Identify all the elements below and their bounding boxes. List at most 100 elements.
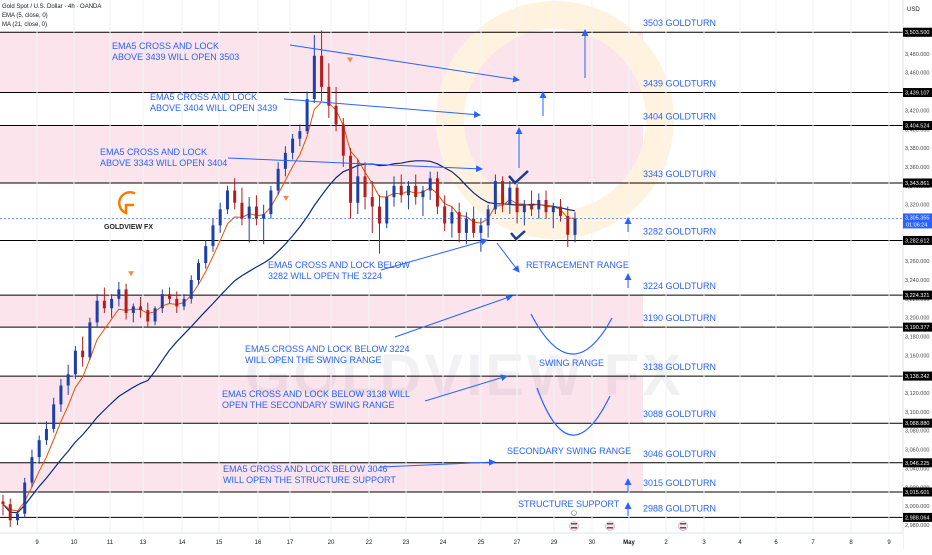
candle-9	[66, 364, 70, 395]
time-axis-bg	[0, 533, 903, 550]
x-tick-22: 8	[849, 540, 853, 546]
level-tag-bg	[903, 322, 932, 332]
candle-36	[262, 204, 266, 245]
x-tick-10: 23	[403, 540, 410, 546]
candle-body	[225, 190, 229, 210]
checkmark-lower	[510, 230, 526, 241]
ma21-line	[2, 160, 576, 514]
level-label-3088: 3088 GOLDTURN	[643, 409, 716, 419]
level-tag-text: 3,088.880	[905, 421, 929, 427]
candle-body	[530, 204, 534, 210]
candle-body	[406, 185, 410, 196]
candle-body	[276, 168, 280, 191]
candle-body	[501, 181, 505, 205]
candle-5	[37, 435, 41, 464]
candle-body	[254, 206, 258, 219]
candle-1	[8, 498, 12, 527]
candle-13	[95, 294, 99, 328]
range-label-3: STRUCTURE SUPPORT	[518, 499, 620, 509]
annotation-1-line-1: ABOVE 3404 WILL OPEN 3439	[150, 103, 277, 113]
annotation-arrow-5	[424, 374, 508, 402]
flag-stripe	[680, 527, 686, 529]
annotation-2-line-1: ABOVE 3343 WILL OPEN 3404	[100, 158, 227, 168]
y-tick-3040: 3,040.000	[905, 466, 929, 472]
x-tick-0: 9	[35, 540, 39, 546]
y-tick-3260: 3,260.000	[905, 259, 929, 265]
candle-body	[537, 199, 541, 210]
candle-67	[486, 204, 490, 238]
candle-32	[233, 178, 237, 210]
zones-layer	[0, 32, 643, 492]
annotation-1-line-0: EMA5 CROSS AND LOCK	[150, 92, 257, 102]
candle-body	[59, 385, 63, 405]
x-tick-13: 27	[514, 540, 521, 546]
level-label-3224: 3224 GOLDTURN	[643, 281, 716, 291]
candle-body	[44, 428, 48, 441]
level-label-3439: 3439 GOLDTURN	[643, 79, 716, 89]
x-tick-3: 13	[140, 540, 147, 546]
level-tag-bg	[903, 27, 932, 37]
candle-0	[1, 494, 5, 516]
y-tick-3180: 3,180.000	[905, 335, 929, 341]
candle-77	[559, 198, 563, 222]
candle-body	[73, 350, 77, 375]
candle-59	[428, 171, 432, 200]
candle-body	[23, 482, 27, 514]
candle-body	[95, 300, 99, 323]
candle-body	[370, 197, 374, 207]
candle-21	[153, 306, 157, 326]
candle-body	[378, 206, 382, 224]
x-tick-21: 7	[811, 540, 815, 546]
range-label-1: SWING RANGE	[539, 358, 604, 368]
candle-28	[204, 240, 208, 269]
level-tag-text: 3,046.225	[905, 461, 929, 467]
candle-body	[52, 404, 56, 429]
candle-68	[493, 174, 497, 215]
x-tick-11: 24	[440, 540, 447, 546]
candle-body	[392, 185, 396, 198]
info-icon	[571, 510, 577, 516]
level-label-2988: 2988 GOLDTURN	[643, 503, 716, 513]
level-tag-3224: 3,224.321	[903, 290, 932, 300]
y-tick-3380: 3,380.000	[905, 146, 929, 152]
candle-body	[508, 187, 512, 205]
annotation-text-layer: 3503 GOLDTURN 3439 GOLDTURN 3404 GOLDTURN 3…	[100, 18, 716, 513]
candle-body	[131, 306, 135, 313]
candle-50	[363, 162, 367, 210]
candle-body	[189, 280, 193, 299]
candle-16	[117, 281, 121, 307]
candle-46	[334, 86, 338, 132]
level-label-3190: 3190 GOLDTURN	[643, 313, 716, 323]
annotation-5-line-1: OPEN THE SECONDARY SWING RANGE	[222, 400, 395, 410]
x-tick-9: 22	[366, 540, 373, 546]
currency-label: USD	[907, 7, 920, 13]
x-tick-20: 6	[774, 540, 778, 546]
watermark-ring	[436, 1, 674, 239]
annotation-3-line-1: 3282 WILL OPEN THE 3224	[268, 271, 382, 281]
level-tag-3503: 3,503.500	[903, 27, 932, 37]
candle-body	[15, 513, 19, 521]
y-tick-3120: 3,120.000	[905, 391, 929, 397]
annotation-4-line-1: WILL OPEN THE SWING RANGE	[245, 355, 382, 365]
level-tag-bg	[903, 458, 932, 468]
level-tag-text: 3,404.524	[905, 124, 929, 130]
annotation-4-line-0: EMA5 CROSS AND LOCK BELOW 3224	[245, 344, 410, 354]
candle-23	[168, 287, 172, 304]
x-tick-12: 25	[478, 540, 485, 546]
candle-body	[457, 212, 461, 233]
level-tag-text: 3,343.861	[905, 181, 929, 187]
candle-body	[305, 99, 309, 132]
level-tag-3138: 3,138.242	[903, 371, 932, 381]
level-label-3503: 3503 GOLDTURN	[643, 18, 716, 28]
moving-averages-layer	[2, 57, 576, 514]
y-tick-3480: 3,480.000	[905, 52, 929, 58]
candle-body	[443, 206, 447, 224]
candle-54	[392, 176, 396, 207]
levels-layer	[0, 31, 903, 518]
level-tag-3046: 3,046.225	[903, 458, 932, 468]
candle-60	[435, 171, 439, 215]
candle-34	[247, 197, 251, 243]
